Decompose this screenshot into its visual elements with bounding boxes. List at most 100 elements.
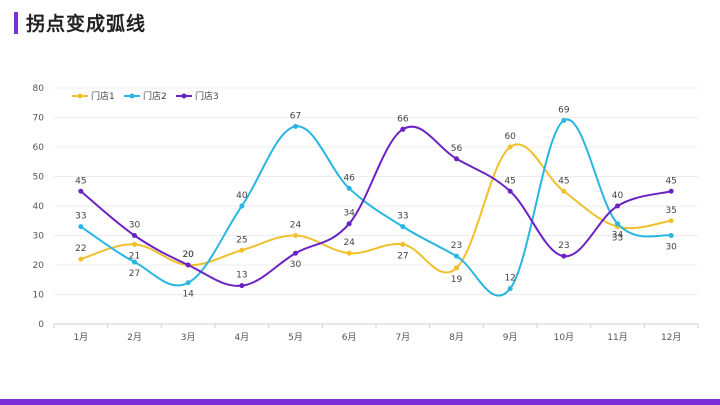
data-label: 46 <box>343 173 355 183</box>
legend-label: 门店1 <box>91 90 115 102</box>
x-tick-label: 10月 <box>554 332 574 343</box>
data-label: 56 <box>451 144 463 154</box>
data-label: 27 <box>397 251 408 261</box>
x-tick-label: 11月 <box>607 332 627 343</box>
data-point <box>132 259 137 265</box>
data-label: 19 <box>451 275 463 285</box>
legend-label: 门店2 <box>143 90 167 102</box>
data-point <box>293 250 298 256</box>
data-point <box>454 265 459 271</box>
series-line-1 <box>80 143 672 274</box>
data-point <box>185 280 191 286</box>
data-point <box>346 185 352 191</box>
data-label: 22 <box>75 244 86 254</box>
data-point <box>185 262 191 268</box>
data-point <box>293 123 298 129</box>
data-point <box>615 221 620 227</box>
data-label: 33 <box>612 234 623 244</box>
data-label: 34 <box>343 209 355 219</box>
y-tick-label: 10 <box>33 291 45 301</box>
legend-marker <box>181 93 187 99</box>
y-tick-label: 40 <box>33 202 45 212</box>
y-tick-label: 80 <box>33 84 45 94</box>
x-tick-label: 12月 <box>661 332 681 343</box>
data-label: 30 <box>665 243 677 253</box>
x-tick-label: 1月 <box>73 332 88 343</box>
data-point <box>561 117 567 123</box>
data-point <box>507 188 513 194</box>
data-label: 45 <box>75 176 86 186</box>
data-label: 45 <box>558 176 569 186</box>
data-label: 20 <box>182 250 194 260</box>
data-label: 40 <box>236 191 248 201</box>
data-point <box>561 253 567 259</box>
data-point <box>561 188 567 194</box>
data-point <box>346 221 352 227</box>
data-point <box>132 233 137 238</box>
data-point <box>615 203 620 209</box>
data-label: 24 <box>343 238 355 248</box>
legend-marker <box>129 93 135 99</box>
data-label: 60 <box>504 132 516 142</box>
x-tick-label: 5月 <box>288 332 303 343</box>
data-point <box>507 286 513 292</box>
data-label: 40 <box>612 191 624 201</box>
data-label: 67 <box>290 111 301 121</box>
y-tick-label: 60 <box>33 143 45 153</box>
data-point <box>454 253 459 259</box>
data-point <box>668 233 674 238</box>
legend-label: 门店3 <box>195 90 219 102</box>
data-label: 45 <box>504 176 515 186</box>
data-label: 23 <box>451 241 462 251</box>
y-tick-label: 0 <box>38 320 44 330</box>
data-label: 34 <box>612 231 624 241</box>
data-label: 24 <box>290 221 302 231</box>
x-tick-label: 2月 <box>127 332 142 343</box>
x-tick-label: 7月 <box>395 332 410 343</box>
data-label: 69 <box>558 105 570 115</box>
data-label: 33 <box>397 212 408 222</box>
data-point <box>454 156 459 162</box>
x-tick-label: 8月 <box>449 332 464 343</box>
data-point <box>400 241 406 247</box>
data-point <box>400 224 406 230</box>
data-point <box>668 188 674 194</box>
page-title: 拐点变成弧线 <box>26 13 147 35</box>
data-label: 35 <box>665 206 676 216</box>
x-tick-label: 3月 <box>181 332 196 343</box>
data-point <box>78 224 84 230</box>
data-point <box>239 283 245 289</box>
data-point <box>507 144 513 150</box>
series-line-2 <box>80 118 672 297</box>
legend-marker <box>77 93 83 99</box>
data-point <box>132 241 137 247</box>
data-point <box>239 247 245 253</box>
bottom-accent-bar <box>0 399 720 405</box>
x-tick-label: 9月 <box>503 332 518 343</box>
data-label: 25 <box>236 235 247 245</box>
x-tick-label: 6月 <box>342 332 357 343</box>
data-point <box>78 188 84 194</box>
data-label: 21 <box>129 251 140 261</box>
data-point <box>346 250 352 256</box>
y-tick-label: 20 <box>33 261 45 271</box>
data-label: 13 <box>236 271 247 281</box>
data-point <box>293 233 298 238</box>
data-label: 66 <box>397 114 409 124</box>
data-label: 20 <box>182 250 194 260</box>
title-accent-bar <box>14 12 18 34</box>
data-label: 33 <box>75 212 86 222</box>
data-label: 27 <box>129 269 140 279</box>
data-point <box>668 218 674 224</box>
data-label: 14 <box>182 290 194 300</box>
y-tick-label: 30 <box>33 232 45 242</box>
data-point <box>239 203 245 209</box>
data-label: 30 <box>290 260 302 270</box>
x-tick-label: 4月 <box>234 332 249 343</box>
data-point <box>78 256 84 262</box>
data-label: 30 <box>129 221 141 231</box>
y-tick-label: 50 <box>33 173 45 183</box>
data-point <box>400 126 406 132</box>
data-label: 12 <box>504 274 515 284</box>
